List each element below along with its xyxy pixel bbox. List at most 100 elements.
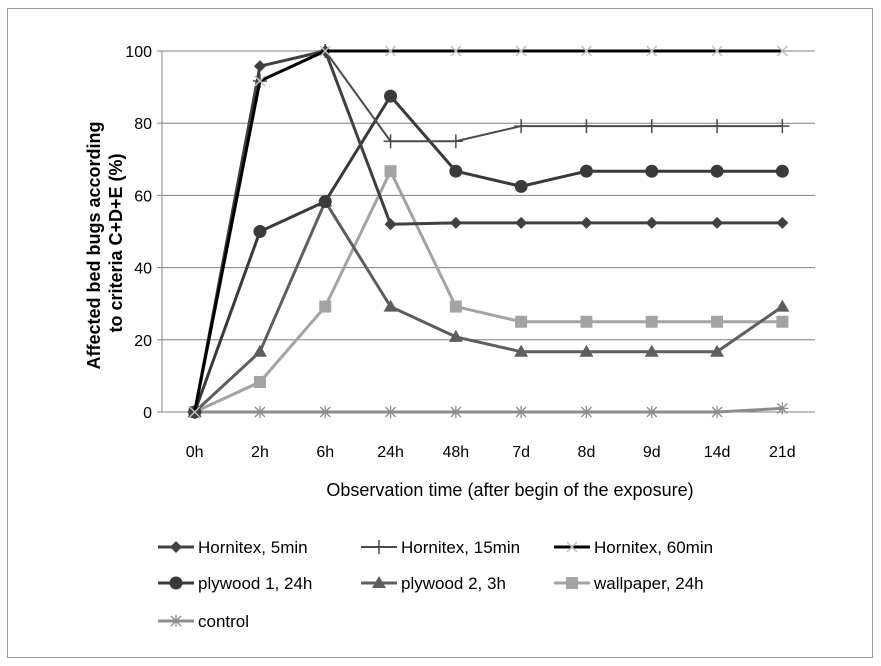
x-axis-title: Observation time (after begin of the exp… [326, 480, 693, 500]
legend-item: wallpaper, 24h [554, 574, 704, 593]
legend-label: wallpaper, 24h [593, 574, 704, 593]
data-point [253, 406, 266, 418]
data-point [515, 45, 527, 57]
data-point [580, 315, 593, 328]
legend-marker [566, 541, 578, 553]
data-point [449, 164, 463, 178]
y-tick-label: 40 [134, 261, 152, 278]
data-point [776, 216, 789, 229]
data-point [645, 315, 658, 328]
data-point [515, 216, 528, 229]
x-tick-label: 48h [442, 444, 469, 461]
x-tick-label: 6h [316, 444, 334, 461]
legend-marker [372, 540, 386, 554]
legend-marker [169, 576, 183, 590]
series-line [193, 49, 783, 413]
y-tick-label: 0 [143, 405, 152, 422]
y-axis-ticks: 0 20 40 60 80 100 [125, 44, 163, 422]
x-tick-label: 7d [512, 444, 530, 461]
data-point [710, 344, 725, 357]
data-point [644, 344, 659, 357]
data-point [515, 315, 528, 328]
y-axis-title-line-1: Affected bed bugs according [84, 121, 104, 369]
data-point [579, 344, 594, 357]
x-tick-label: 24h [377, 444, 404, 461]
x-tick-label: 21d [769, 444, 796, 461]
legend-marker [170, 615, 182, 627]
data-point [319, 45, 331, 57]
x-tick-label: 9d [643, 444, 661, 461]
legend-label: Hornitex, 5min [198, 538, 308, 557]
legend-marker [372, 576, 386, 588]
data-point [448, 134, 463, 149]
data-point [646, 45, 658, 57]
data-point [711, 216, 724, 229]
data-point [384, 406, 397, 418]
data-point [776, 315, 789, 328]
data-point [253, 60, 266, 73]
data-point [711, 406, 724, 418]
data-point [776, 45, 788, 57]
y-axis-title: Affected bed bugs according to criteria … [84, 116, 126, 369]
data-point [775, 119, 790, 134]
data-point [710, 164, 724, 178]
data-point [448, 329, 463, 342]
data-point [579, 119, 594, 134]
legend-marker [566, 577, 578, 589]
data-point [580, 45, 592, 57]
legend: Hornitex, 5min Hornitex, 15min Hornitex, 6… [158, 538, 713, 631]
x-tick-label: 14d [704, 444, 731, 461]
data-point [253, 225, 267, 238]
legend-label: control [198, 612, 249, 631]
series-plywood-2-3h [187, 194, 790, 417]
data-point [318, 195, 332, 209]
data-point [383, 299, 398, 312]
series-line [193, 49, 783, 413]
x-axis-ticks: 0h 2h 6h 24h 48h 7d 8d 9d 14d 21d [186, 444, 796, 461]
x-tick-label: 0h [186, 444, 204, 461]
series-wallpaper-24h [188, 165, 789, 418]
data-point [384, 165, 397, 178]
data-point [384, 218, 397, 231]
data-point [384, 89, 398, 103]
data-point [449, 216, 462, 229]
data-point [711, 315, 724, 328]
y-axis-title-line-2: to criteria C+D+E (%) [106, 153, 126, 332]
legend-label: Hornitex, 15min [401, 538, 520, 557]
data-point [514, 179, 528, 193]
x-tick-label: 8d [578, 444, 596, 461]
data-point [645, 406, 658, 418]
data-point [253, 376, 266, 389]
legend-label: plywood 1, 24h [198, 574, 312, 593]
legend-item: Hornitex, 15min [361, 538, 520, 557]
data-point [775, 164, 789, 178]
data-point [450, 45, 462, 57]
data-point [515, 406, 528, 418]
x-tick-label: 2h [251, 444, 269, 461]
legend-item: Hornitex, 60min [554, 538, 713, 557]
legend-label: Hornitex, 60min [594, 538, 713, 557]
data-point [775, 299, 790, 312]
data-point [385, 45, 397, 57]
data-point [252, 344, 267, 357]
data-point [644, 119, 659, 134]
series-line [193, 200, 784, 414]
data-point [319, 406, 332, 418]
data-point [776, 402, 789, 415]
data-point [710, 119, 725, 134]
y-tick-label: 80 [134, 116, 152, 133]
y-tick-label: 20 [134, 333, 152, 350]
legend-marker [170, 541, 182, 553]
data-point [189, 406, 201, 418]
legend-item: Hornitex, 5min [158, 538, 308, 557]
series-line [194, 406, 783, 414]
data-point [449, 406, 462, 418]
data-point [254, 75, 266, 87]
series-control [188, 402, 789, 418]
series-plywood-1-24h [188, 89, 789, 419]
y-tick-label: 100 [125, 44, 152, 61]
legend-label: plywood 2, 3h [401, 574, 506, 593]
data-point [383, 134, 398, 149]
legend-item: plywood 2, 3h [361, 574, 506, 593]
